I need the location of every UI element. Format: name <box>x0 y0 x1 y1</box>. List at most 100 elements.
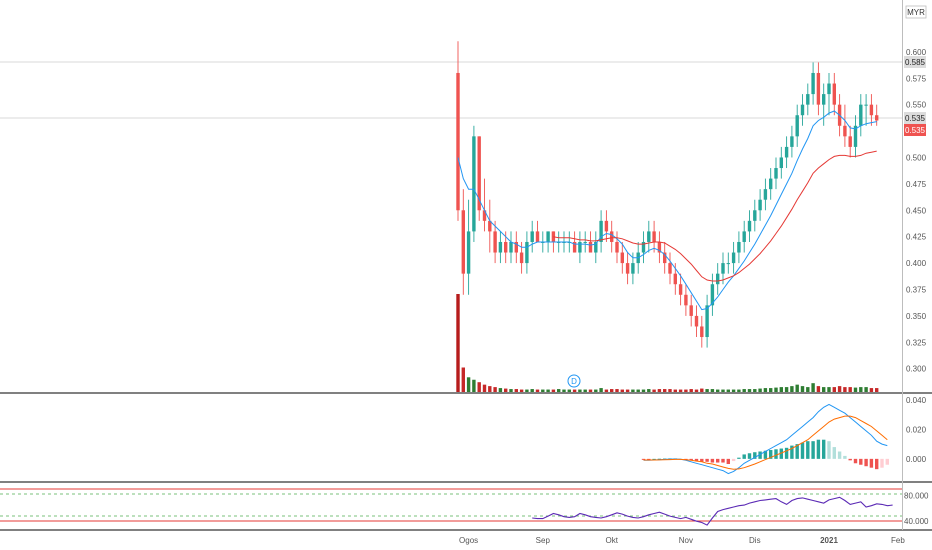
price-tick-label: 0.450 <box>906 206 927 215</box>
volume-bar <box>572 389 577 392</box>
macd-histogram-bar <box>758 451 762 459</box>
candle-body <box>758 199 762 211</box>
candle-body <box>668 263 672 274</box>
macd-histogram-bar <box>731 458 736 462</box>
volume-bar <box>811 383 815 392</box>
price-tick-label: 0.400 <box>906 259 927 268</box>
volume-bar <box>747 389 752 392</box>
candle-body <box>493 231 497 253</box>
volume-bar <box>774 387 778 392</box>
volume-bar <box>546 389 550 392</box>
candle-body <box>610 231 614 242</box>
price-axis[interactable]: 0.300 0.325 0.350 0.375 0.400 0.425 0.450 0.475… <box>904 5 929 526</box>
candle-body <box>620 252 624 264</box>
price-tick-label: 0.500 <box>906 153 927 162</box>
highlighted-price-text: 0.585 <box>905 58 926 67</box>
macd-histogram-bar <box>647 458 651 460</box>
candle-body <box>488 220 492 232</box>
volume-bar <box>588 389 593 392</box>
candle-body <box>869 104 874 116</box>
macd-histogram-bar <box>705 458 709 462</box>
price-tick-label: 0.575 <box>906 74 927 83</box>
candle-body <box>811 72 815 95</box>
candle-body <box>641 241 646 253</box>
candle-body <box>673 273 677 285</box>
macd-histogram-bar <box>753 452 757 459</box>
candle-body <box>800 104 805 116</box>
volume-bar <box>525 389 529 392</box>
volume-bars <box>456 294 879 392</box>
volume-bar <box>583 389 587 392</box>
volume-bar <box>604 389 609 392</box>
candle-body <box>466 231 471 274</box>
volume-bar <box>716 389 720 392</box>
candle-body <box>737 241 741 253</box>
candle-body <box>461 210 465 274</box>
volume-bar <box>737 389 741 392</box>
volume-bar <box>599 388 603 392</box>
volume-bar <box>753 389 757 392</box>
candle-body <box>509 241 513 253</box>
candle-body <box>694 315 699 327</box>
volume-bar <box>721 389 725 392</box>
volume-bar <box>620 389 624 392</box>
volume-bar <box>530 389 534 392</box>
volume-bar <box>769 388 773 392</box>
candle-body <box>822 94 826 105</box>
candle-body <box>583 241 587 243</box>
volume-bar <box>758 388 762 392</box>
candle-body <box>535 231 540 242</box>
macd-histogram-bar <box>822 439 826 459</box>
macd-histogram-bar <box>827 441 831 459</box>
volume-bar <box>795 384 799 392</box>
candle-body <box>599 220 603 242</box>
fast-moving-average-line <box>457 110 877 311</box>
candle-body <box>519 252 524 264</box>
macd-histogram-bar <box>843 455 847 459</box>
volume-bar <box>519 389 524 392</box>
volume-bar <box>562 389 566 392</box>
volume-bar <box>869 388 874 392</box>
macd-histogram-bar <box>769 450 773 459</box>
candle-body <box>784 146 789 158</box>
candle-body <box>875 115 879 121</box>
volume-bar <box>541 389 545 392</box>
candle-body <box>647 231 651 242</box>
volume-bar <box>790 386 794 392</box>
candle-body <box>859 104 863 126</box>
macd-histogram-bar <box>784 447 789 459</box>
candle-body <box>721 263 725 274</box>
rsi-axis-ticks: 80.000 40.000 <box>904 491 929 526</box>
price-axis-ticks: 0.300 0.325 0.350 0.375 0.400 0.425 0.450 0.475… <box>906 48 927 374</box>
volume-bar <box>488 386 492 392</box>
volume-bar <box>763 388 768 392</box>
volume-bar <box>456 294 460 392</box>
volume-bar <box>742 389 746 392</box>
macd-histogram-bar <box>859 458 863 465</box>
dividend-event-marker[interactable]: D <box>567 374 581 388</box>
candle-body <box>779 157 783 169</box>
candle-body <box>853 125 858 147</box>
time-axis-label: 2021 <box>820 536 838 545</box>
candle-body <box>546 231 550 242</box>
slow-moving-average-line <box>553 150 877 282</box>
macd-histogram-bar <box>716 458 720 463</box>
last-price-badge: 0.535 <box>904 112 926 124</box>
volume-bar <box>482 384 487 392</box>
macd-histogram-bar <box>848 458 852 461</box>
time-axis-label: Ogos <box>459 536 478 545</box>
macd-histogram-bar <box>694 458 699 462</box>
candle-body <box>795 115 799 137</box>
candle-body <box>700 326 704 338</box>
candle-body <box>631 263 635 274</box>
volume-bar <box>784 387 789 392</box>
macd-histogram-bar <box>689 458 693 461</box>
volume-bar <box>509 389 513 392</box>
time-axis[interactable]: Ogos Sep Okt Nov Dis 2021 Feb <box>459 536 905 545</box>
macd-histogram-bar <box>795 444 799 459</box>
macd-histogram-bar <box>869 458 874 468</box>
volume-bar <box>567 389 571 392</box>
candle-body <box>848 136 852 147</box>
candle-body <box>456 72 460 211</box>
